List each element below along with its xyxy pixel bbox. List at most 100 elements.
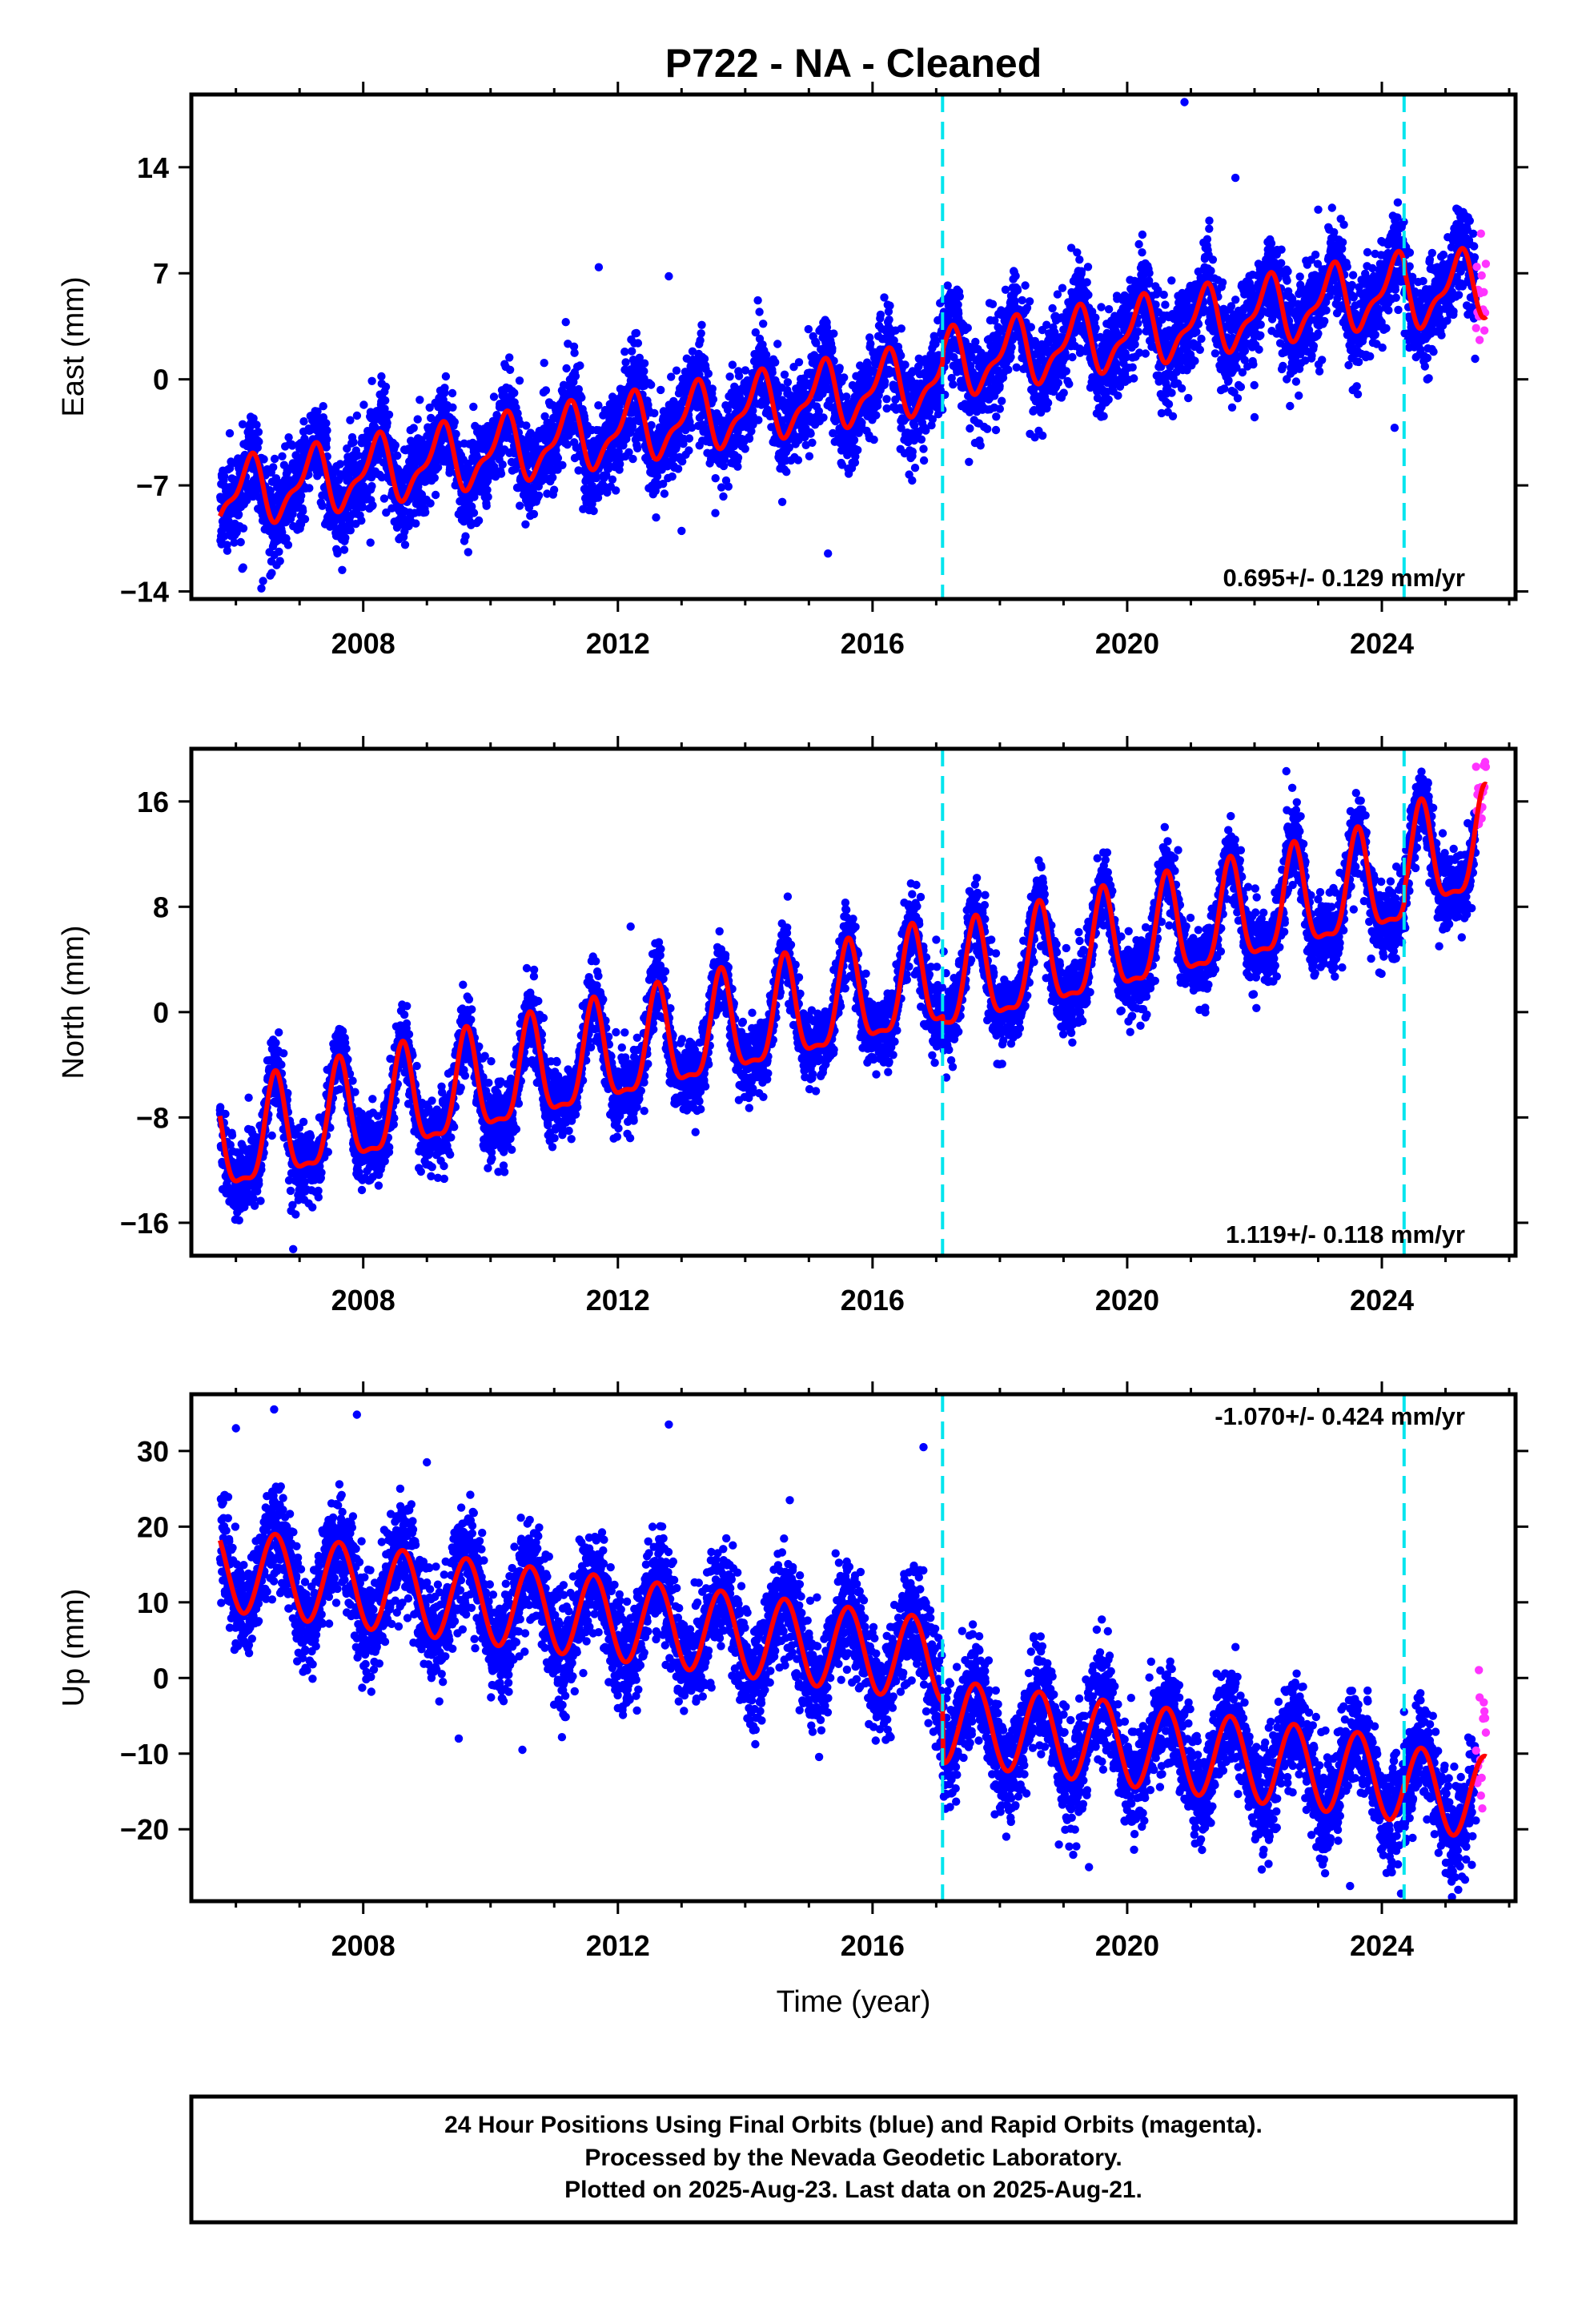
east-point bbox=[589, 506, 598, 516]
east-point bbox=[719, 461, 729, 471]
east-point bbox=[991, 425, 1001, 435]
east-point bbox=[413, 415, 422, 424]
east-point bbox=[318, 501, 327, 510]
east-point bbox=[322, 443, 331, 452]
east-point bbox=[1075, 255, 1084, 264]
east-point bbox=[880, 377, 889, 386]
east-point bbox=[436, 437, 445, 446]
east-point bbox=[808, 438, 817, 447]
east-point bbox=[433, 463, 443, 472]
east-point bbox=[754, 416, 763, 424]
east-point bbox=[604, 464, 613, 473]
east-point bbox=[919, 456, 929, 465]
east-point bbox=[616, 460, 624, 468]
east-point bbox=[621, 358, 630, 367]
east-point bbox=[633, 444, 642, 452]
east-point bbox=[840, 373, 849, 382]
east-point bbox=[988, 300, 998, 308]
east-point bbox=[687, 423, 697, 432]
east-point bbox=[357, 516, 366, 525]
east-point bbox=[711, 509, 720, 517]
east-point bbox=[1130, 374, 1138, 383]
east-point bbox=[1038, 431, 1047, 440]
east-point bbox=[580, 415, 589, 424]
east-point bbox=[558, 460, 567, 469]
east-point bbox=[440, 384, 449, 392]
east-point bbox=[983, 424, 992, 433]
east-point bbox=[794, 358, 804, 367]
east-point bbox=[230, 538, 239, 547]
east-point bbox=[632, 328, 641, 338]
east-point bbox=[571, 372, 580, 380]
east-point bbox=[1083, 263, 1093, 271]
east-point bbox=[635, 353, 644, 362]
east-point bbox=[287, 441, 297, 450]
east-point bbox=[1128, 363, 1137, 372]
east-point bbox=[622, 434, 631, 444]
east-point bbox=[255, 437, 263, 446]
east-point bbox=[563, 440, 572, 449]
east-point bbox=[496, 469, 506, 478]
east-point bbox=[498, 460, 507, 469]
east-point bbox=[1114, 391, 1122, 400]
east-point bbox=[489, 392, 499, 401]
east-point bbox=[569, 342, 579, 351]
east-point bbox=[697, 320, 706, 329]
east-point bbox=[749, 420, 757, 429]
east-point bbox=[234, 510, 243, 519]
east-point bbox=[562, 364, 571, 373]
east-point bbox=[628, 347, 636, 356]
east-point bbox=[667, 372, 676, 381]
east-point bbox=[853, 445, 862, 455]
east-point bbox=[425, 403, 434, 412]
east-point bbox=[728, 360, 737, 369]
east-point bbox=[806, 429, 815, 438]
east-point bbox=[1091, 313, 1100, 322]
east-point bbox=[673, 464, 683, 473]
east-point bbox=[998, 396, 1006, 405]
east-point bbox=[753, 296, 762, 305]
east-point bbox=[275, 557, 284, 565]
east-point bbox=[448, 403, 457, 412]
east-point bbox=[652, 513, 661, 522]
east-point bbox=[516, 501, 524, 510]
east-point bbox=[592, 473, 601, 483]
east-point bbox=[882, 395, 891, 404]
east-point bbox=[359, 400, 368, 409]
east-point bbox=[243, 496, 251, 505]
east-point bbox=[783, 378, 793, 387]
east-point bbox=[908, 476, 917, 485]
east-point bbox=[1013, 286, 1022, 295]
east-point bbox=[367, 376, 376, 385]
east-point bbox=[885, 316, 893, 324]
east-point bbox=[768, 368, 777, 377]
east-point bbox=[400, 541, 410, 549]
east-point bbox=[254, 428, 263, 436]
east-point bbox=[220, 532, 229, 541]
east-point bbox=[1025, 297, 1034, 306]
east-point bbox=[897, 351, 905, 360]
east-point bbox=[908, 447, 917, 456]
east-point bbox=[1010, 296, 1019, 305]
east-point bbox=[943, 281, 952, 290]
east-point bbox=[1104, 305, 1114, 314]
east-point bbox=[430, 473, 439, 482]
east-point bbox=[239, 524, 248, 533]
east-point bbox=[259, 455, 268, 464]
east-point bbox=[633, 339, 643, 348]
east-point bbox=[805, 452, 814, 460]
east-point bbox=[594, 401, 603, 410]
east-point bbox=[384, 410, 394, 419]
east-point bbox=[382, 508, 391, 517]
east-point bbox=[379, 494, 389, 503]
east-point bbox=[452, 429, 460, 439]
east-point bbox=[612, 486, 620, 495]
east-point bbox=[505, 353, 514, 362]
east-point bbox=[284, 433, 293, 442]
east-point bbox=[553, 453, 563, 463]
east-point bbox=[574, 466, 583, 475]
east-point bbox=[431, 490, 440, 500]
east-point bbox=[885, 301, 894, 310]
east-point bbox=[650, 408, 659, 418]
